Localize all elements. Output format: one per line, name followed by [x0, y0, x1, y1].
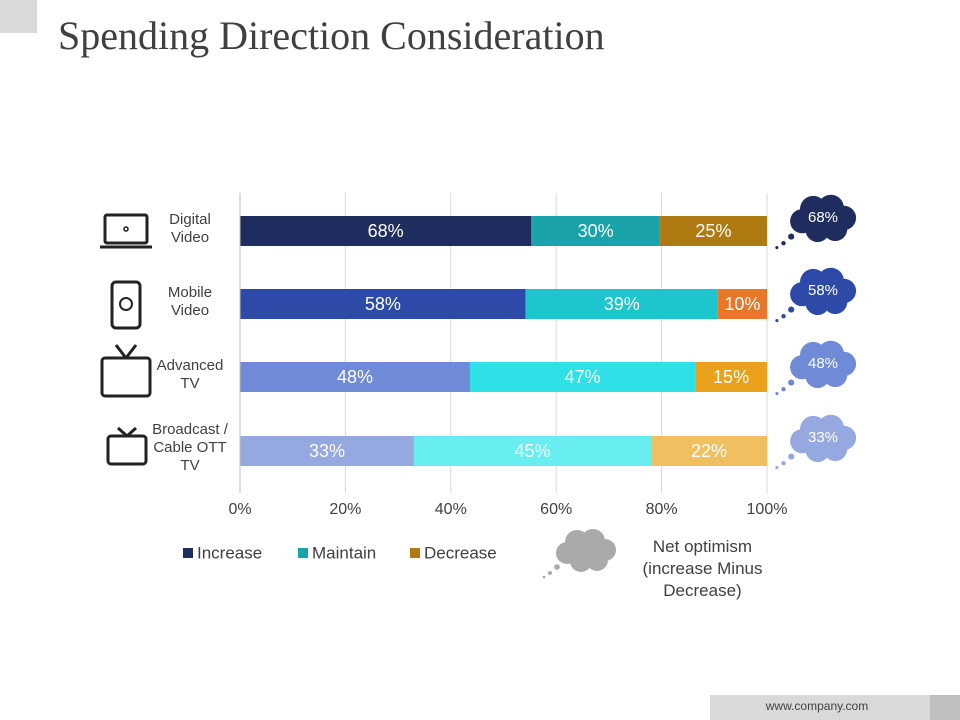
legend-label: Maintain: [312, 543, 376, 562]
net-optimism-bubble: [775, 340, 857, 396]
cloud-dot: [775, 246, 779, 250]
x-tick-label: 0%: [228, 501, 251, 518]
cloud-dot: [788, 453, 795, 460]
data-label: 68%: [368, 221, 404, 241]
legend-swatch: [298, 548, 308, 558]
cloud-dot: [775, 392, 779, 396]
cloud-lobe: [806, 276, 838, 308]
data-label: 58%: [365, 294, 401, 314]
net-optimism-bubble: [775, 267, 857, 323]
net-optimism-label: 48%: [808, 355, 838, 372]
legend-label: Increase: [197, 543, 262, 562]
cloud-dot: [775, 466, 779, 470]
bar-segment: [695, 362, 767, 392]
category-label: Mobile Video: [167, 284, 213, 319]
legend-swatch: [410, 548, 420, 558]
data-label: 47%: [565, 367, 601, 387]
x-tick-label: 60%: [540, 501, 572, 518]
data-label: 39%: [604, 294, 640, 314]
x-tick-label: 40%: [435, 501, 467, 518]
cloud-dot: [781, 461, 786, 466]
bar-segment: [531, 216, 660, 246]
cloud-dot: [781, 314, 786, 319]
data-label: 22%: [691, 441, 727, 461]
x-tick-label: 20%: [329, 501, 361, 518]
footer-text: www.company.com: [765, 699, 868, 713]
cloud-lobe: [571, 537, 599, 565]
bar-segment: [240, 436, 414, 466]
cloud-dot: [781, 241, 786, 246]
data-label: 15%: [713, 367, 749, 387]
cloud-dot: [788, 233, 795, 240]
data-label: 48%: [337, 367, 373, 387]
cloud-lobe: [806, 203, 838, 235]
cloud-dot: [554, 564, 560, 570]
cloud-dot: [542, 575, 546, 579]
chart-title: Spending Direction Consideration: [58, 13, 605, 58]
net-optimism-label: 58%: [808, 282, 838, 299]
bar-segment: [651, 436, 767, 466]
data-label: 30%: [578, 221, 614, 241]
cloud-dot: [788, 379, 795, 386]
corner-block: [0, 0, 37, 33]
data-label: 33%: [309, 441, 345, 461]
data-label: 45%: [514, 441, 550, 461]
net-optimism-label: 68%: [808, 209, 838, 226]
legend-swatch: [183, 548, 193, 558]
net-optimism-bubble: [775, 414, 857, 470]
category-label: Broadcast / Cable OTT TV: [152, 421, 228, 474]
x-tick-label: 100%: [747, 501, 788, 518]
footer-block: [930, 695, 960, 720]
legend-label: Decrease: [424, 543, 497, 562]
net-optimism-bubble: [775, 194, 857, 250]
legend-cloud: [542, 529, 616, 579]
bar-segment: [659, 216, 767, 246]
data-label: 25%: [695, 221, 731, 241]
category-label: Digital Video: [169, 211, 211, 246]
cloud-dot: [548, 571, 552, 575]
bar-segment: [469, 362, 696, 392]
cloud-lobe: [806, 349, 838, 381]
cloud-dot: [788, 306, 795, 313]
net-optimism-label: 33%: [808, 429, 838, 446]
category-label: Advanced TV: [156, 357, 224, 392]
cloud-dot: [781, 387, 786, 392]
bar-segment: [240, 289, 526, 319]
bar-segment: [240, 216, 532, 246]
bar-segment: [240, 362, 470, 392]
data-label: 10%: [724, 294, 760, 314]
bar-segment: [413, 436, 652, 466]
cloud-dot: [775, 319, 779, 323]
footer-bar: [710, 695, 930, 720]
net-optimism-legend: Net optimism (increase Minus Decrease): [642, 537, 763, 600]
bar-segment: [717, 289, 767, 319]
cloud-lobe: [806, 423, 838, 455]
icons: [100, 213, 152, 466]
bar-segment: [525, 289, 718, 319]
x-tick-label: 80%: [646, 501, 678, 518]
